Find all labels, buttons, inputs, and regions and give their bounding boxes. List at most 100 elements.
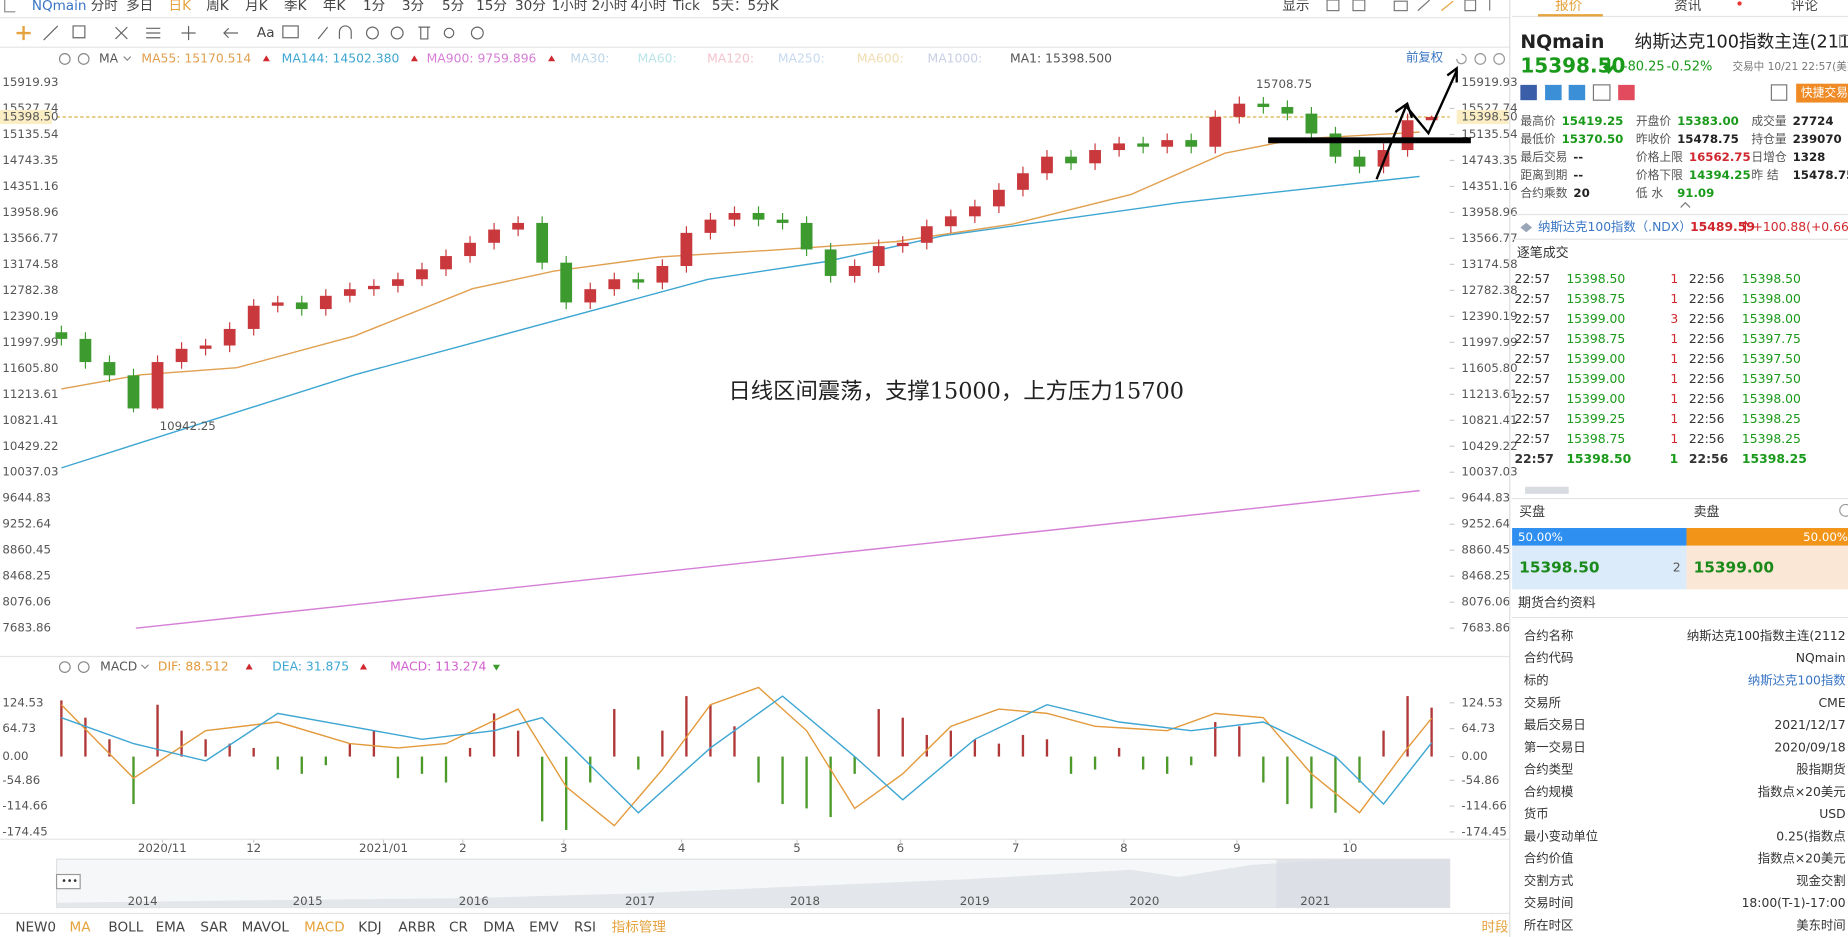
favorite-icon[interactable] [1618, 84, 1635, 101]
navigator-menu[interactable] [55, 873, 81, 890]
rect-tool[interactable] [72, 25, 86, 39]
period-tab[interactable]: 5天：5分K [712, 0, 780, 14]
camera-icon[interactable] [1393, 0, 1408, 12]
note-tool[interactable] [282, 25, 299, 39]
settings-icon[interactable] [1326, 0, 1340, 12]
quick-trade-label[interactable]: 快捷交易 [1801, 86, 1848, 100]
legend-entry: MA55: 15170.514 [141, 51, 251, 65]
period-tab[interactable]: 分时 [91, 0, 119, 14]
lock-tool[interactable] [365, 26, 379, 40]
symbol-selector[interactable]: NQmain [32, 0, 87, 14]
indicator-name[interactable]: MACD [100, 660, 137, 674]
quick-trade-button[interactable] [1796, 83, 1848, 103]
period-tab[interactable]: 5分 [442, 0, 465, 14]
zoom-in[interactable] [1493, 53, 1506, 65]
indicator-tab[interactable]: BOLL [108, 920, 143, 936]
pane-close[interactable] [77, 661, 90, 673]
period-tab[interactable]: 季K [284, 0, 308, 14]
indicator-tab[interactable]: 指标管理 [612, 920, 667, 936]
note-icon[interactable] [1592, 84, 1611, 101]
indicator-tab[interactable]: MAVOL [242, 920, 290, 936]
collapse-icon[interactable] [1680, 201, 1691, 208]
help-icon[interactable] [1839, 503, 1848, 517]
pane-settings[interactable] [58, 661, 71, 673]
indicator-tab[interactable]: SAR [200, 920, 228, 936]
period-tab[interactable]: 2小时 [592, 0, 628, 14]
fib-tool[interactable] [146, 27, 161, 39]
menu-icon[interactable] [4, 0, 16, 13]
indicator-tab[interactable]: MA [70, 920, 92, 936]
brush-tool[interactable] [317, 26, 329, 40]
indicator-tab[interactable]: DMA [483, 920, 515, 936]
period-tab[interactable]: 1小时 [552, 0, 588, 14]
legend-inactive[interactable]: MA250: [778, 51, 825, 65]
indicator-tab[interactable]: EMA [156, 920, 186, 936]
period-tab[interactable]: 15分 [476, 0, 507, 14]
line-tool[interactable] [43, 25, 59, 41]
alert-icon[interactable] [1770, 84, 1788, 101]
legend-inactive[interactable]: MA60: [638, 51, 677, 65]
measure-tool[interactable] [181, 25, 196, 41]
delete-tool[interactable] [418, 26, 431, 40]
fullscreen-icon[interactable] [1464, 0, 1477, 12]
period-tab[interactable]: 3分 [402, 0, 425, 14]
period-tab[interactable]: 多日 [126, 0, 153, 14]
indicator-tab[interactable]: MACD [304, 920, 345, 936]
indicator-tab[interactable]: KDJ [358, 920, 381, 936]
period-tab[interactable]: 1分 [363, 0, 386, 14]
chart-close[interactable] [77, 53, 90, 65]
panel-tab[interactable]: 评论 [1791, 0, 1819, 14]
display-menu[interactable]: 显示 [1282, 0, 1309, 14]
edit-icon[interactable] [1417, 0, 1431, 12]
contract-value[interactable]: 纳斯达克100指数 [1748, 672, 1846, 687]
magnet-tool[interactable] [338, 25, 352, 39]
visibility-tool[interactable] [443, 27, 455, 39]
chart-settings[interactable] [58, 53, 71, 65]
indicator-tab[interactable]: EMV [529, 920, 559, 936]
copy-icon[interactable] [1839, 34, 1848, 48]
adjust-mode[interactable]: 前复权 [1406, 49, 1443, 64]
index-name[interactable]: 纳斯达克100指数（.NDX） [1538, 219, 1692, 234]
text-tool[interactable]: Aa [257, 25, 275, 41]
flag-icon[interactable] [1520, 84, 1537, 101]
dropdown[interactable] [141, 664, 149, 670]
legend-inactive[interactable]: MA600: [857, 51, 904, 65]
reset-button[interactable] [1456, 53, 1467, 65]
fork-tool[interactable] [115, 26, 128, 40]
share-icon[interactable] [1545, 84, 1562, 101]
navigator-window[interactable] [1276, 859, 1450, 908]
period-tab[interactable]: 30分 [515, 0, 546, 14]
candle-body [1281, 106, 1294, 114]
zoom-out[interactable] [1474, 53, 1487, 65]
settings-tool[interactable] [470, 26, 484, 40]
indicator-tab[interactable]: RSI [574, 920, 596, 936]
session-button[interactable]: 时段 [1481, 920, 1509, 936]
stat-value: 15419.25 [1562, 114, 1624, 128]
period-tab[interactable]: Tick [672, 0, 700, 14]
panel-tab[interactable]: 报价 [1555, 0, 1583, 14]
scrollbar[interactable] [1525, 486, 1569, 494]
indicator-tab[interactable]: ARBR [398, 920, 436, 936]
indicator-tab[interactable]: NEW0 [15, 920, 56, 936]
dropdown[interactable] [123, 56, 132, 61]
period-tab[interactable]: 月K [245, 0, 269, 14]
trade-time: 22:57 [1514, 332, 1550, 346]
period-tab[interactable]: 周K [206, 0, 230, 14]
pen-icon[interactable] [1441, 0, 1454, 12]
legend-inactive[interactable]: MA1000: [928, 51, 983, 65]
period-tab[interactable]: 4小时 [631, 0, 667, 14]
crosshair-tool[interactable] [16, 25, 31, 41]
period-tab[interactable]: 日K [169, 0, 193, 14]
y-tick-label: 13174.58 [2, 257, 58, 271]
indicator-tab[interactable]: CR [449, 920, 468, 936]
arrow-tool[interactable] [223, 27, 239, 39]
period-tab[interactable]: 年K [323, 0, 347, 14]
layout-icon[interactable] [1352, 0, 1366, 12]
chart-icon[interactable] [1568, 84, 1586, 101]
legend-inactive[interactable]: MA30: [570, 51, 609, 65]
panel-tab[interactable]: 资讯 [1674, 0, 1702, 14]
legend-inactive[interactable]: MA120: [707, 51, 754, 65]
stat-value: 27724 [1793, 114, 1834, 128]
indicator-name[interactable]: MA [99, 51, 119, 65]
hide-tool[interactable] [390, 26, 404, 40]
